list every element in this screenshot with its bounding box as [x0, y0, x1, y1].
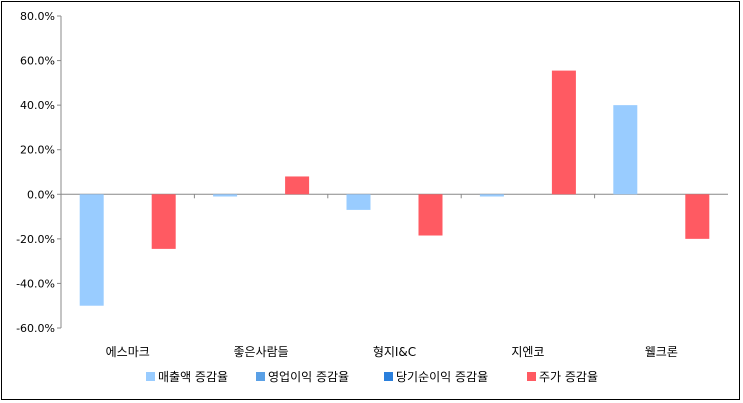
y-tick-label: -60.0% [16, 322, 55, 335]
y-tick-label: -20.0% [16, 233, 55, 246]
bar [285, 176, 310, 195]
bar [551, 70, 576, 195]
x-category-label: 좋은사람들 [233, 345, 288, 359]
legend-label: 매출액 증감율 [158, 370, 228, 384]
x-category-label: 에스마크 [106, 345, 150, 359]
x-category-label: 형지I&C [373, 345, 416, 359]
y-tick-label: -40.0% [16, 277, 55, 290]
bar [479, 194, 504, 197]
legend-swatch [256, 372, 265, 381]
bar [613, 105, 638, 195]
x-category-label: 지엔코 [511, 345, 544, 359]
legend-label: 주가 증감율 [539, 370, 598, 384]
bar [213, 194, 238, 197]
y-tick-label: 60.0% [20, 55, 55, 68]
legend-swatch [384, 372, 393, 381]
legend-label: 당기순이익 증감율 [396, 370, 488, 384]
legend-label: 영업이익 증감율 [268, 370, 349, 384]
legend-swatch [146, 372, 155, 381]
bar [151, 194, 176, 249]
x-category-label: 웰크론 [645, 345, 678, 359]
bar [346, 194, 371, 210]
y-tick-label: 0.0% [27, 188, 55, 201]
legend-swatch [527, 372, 536, 381]
y-tick-label: 20.0% [20, 144, 55, 157]
y-tick-label: 40.0% [20, 99, 55, 112]
bar [685, 194, 710, 239]
bar [79, 194, 104, 306]
bar [418, 194, 443, 236]
y-tick-label: 80.0% [20, 10, 55, 23]
